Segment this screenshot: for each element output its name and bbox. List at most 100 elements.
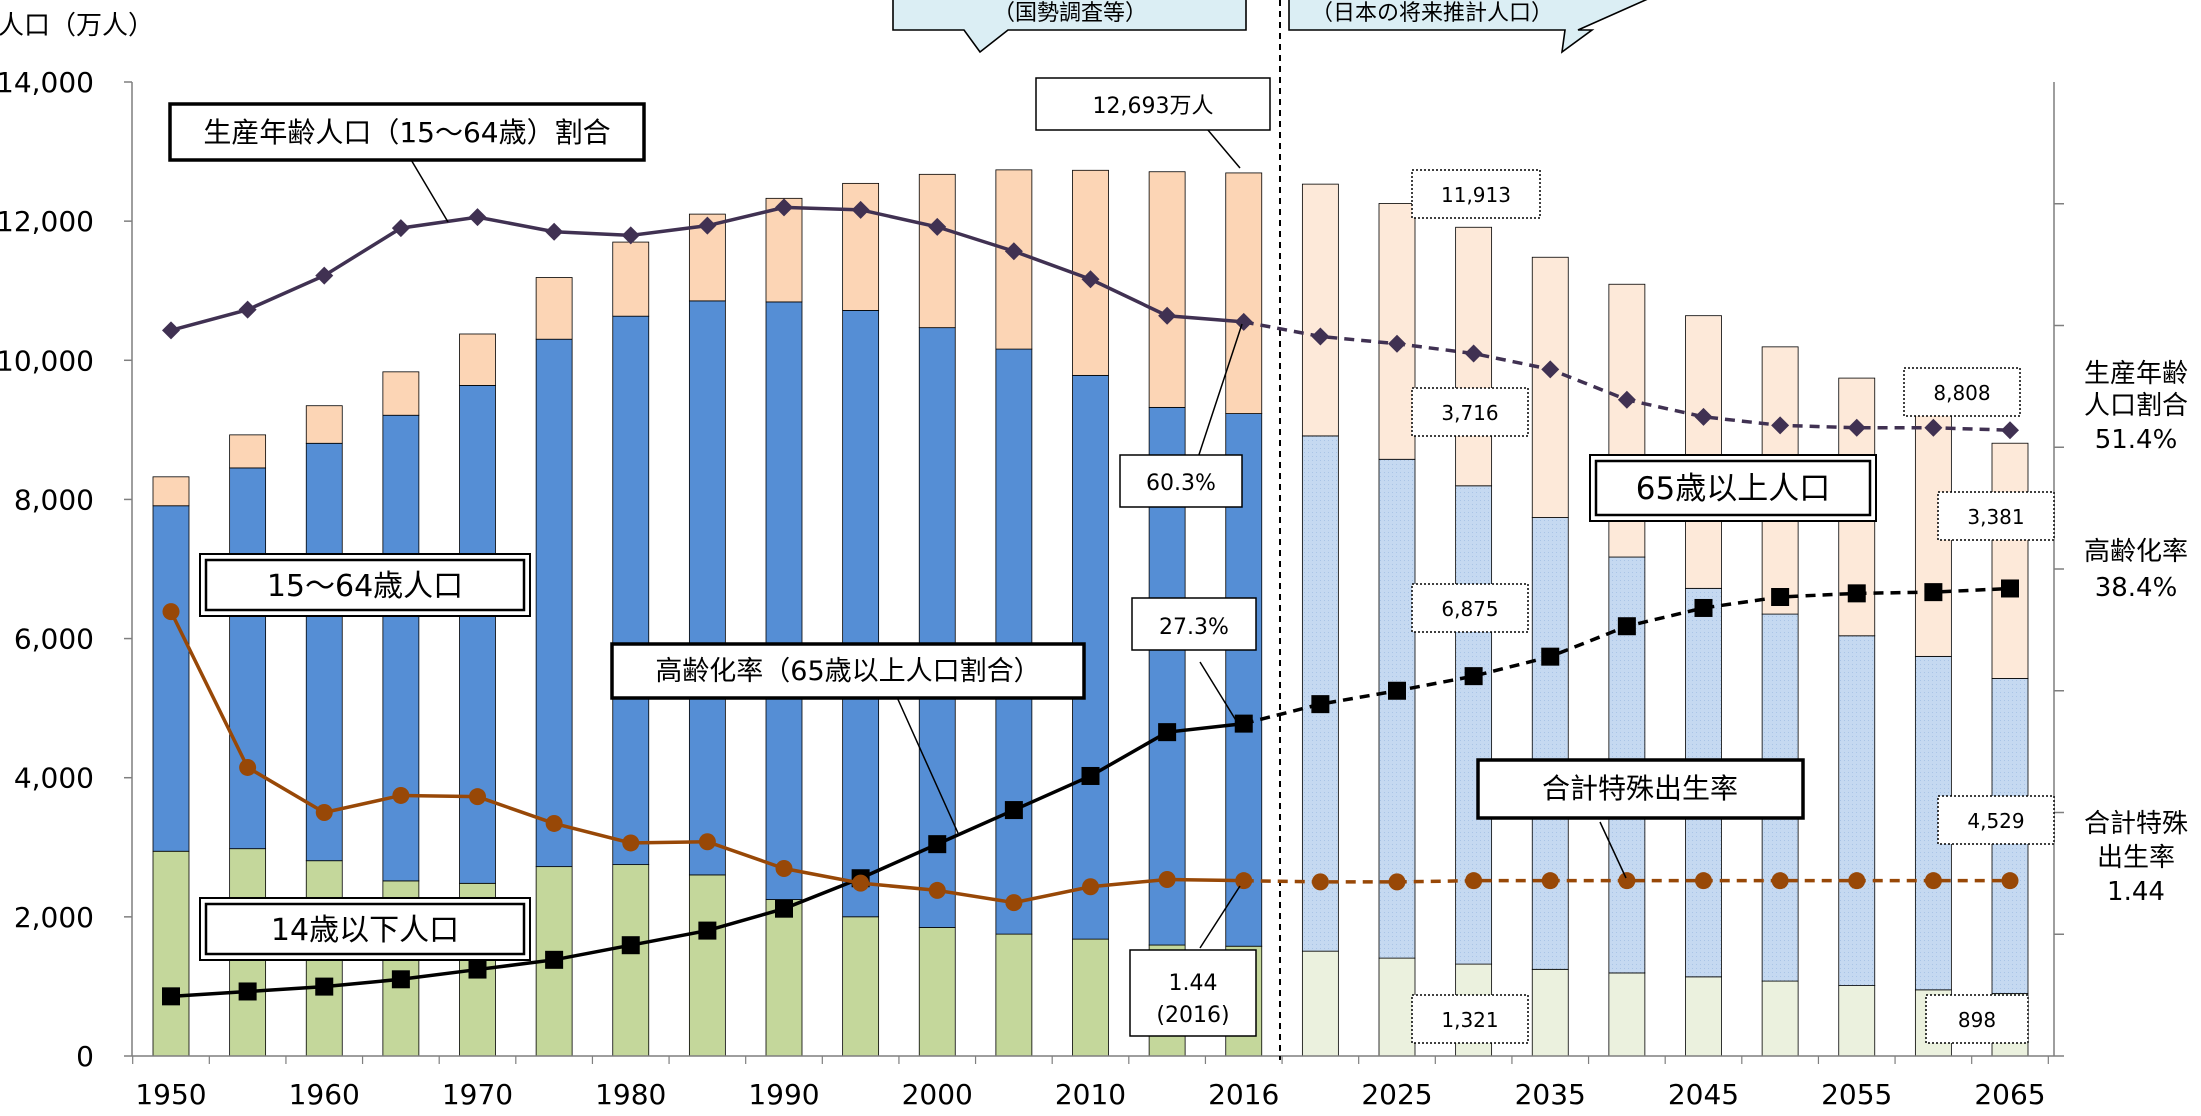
svg-text:1.44: 1.44 xyxy=(1169,971,1218,996)
bar-1995-series-1 xyxy=(842,310,880,918)
lines-layer xyxy=(162,198,2019,1006)
marker-0-7 xyxy=(698,216,717,235)
bar-1950-series-0 xyxy=(152,850,190,1057)
bar-2020-series-0 xyxy=(1301,950,1339,1057)
annot-child-2065: 898 xyxy=(1958,1008,1996,1032)
annot-2065-boxes xyxy=(1903,367,2055,1044)
label-tfr: 合計特殊出生率 xyxy=(1476,758,1805,820)
marker-2-23 xyxy=(1924,872,1942,890)
marker-2-15 xyxy=(1311,873,1329,891)
svg-text:14歳以下人口: 14歳以下人口 xyxy=(271,913,459,948)
bar-2020-series-2 xyxy=(1301,183,1339,437)
bar-2000-series-0 xyxy=(918,927,956,1057)
svg-text:15〜64歳人口: 15〜64歳人口 xyxy=(267,569,463,604)
marker-0-3 xyxy=(391,219,410,238)
y-axis-label: 人口（万人） xyxy=(0,11,154,41)
marker-0-5 xyxy=(545,222,564,241)
marker-2-18 xyxy=(1541,872,1559,890)
marker-1-19 xyxy=(1617,617,1636,636)
marker-1-22 xyxy=(1847,584,1866,603)
svg-text:65歳以上人口: 65歳以上人口 xyxy=(1636,471,1830,507)
svg-text:合計特殊出生率: 合計特殊出生率 xyxy=(1542,772,1738,805)
label-child-pop: 14歳以下人口 xyxy=(199,897,531,961)
marker-0-4 xyxy=(468,208,487,227)
bar-2035-series-2 xyxy=(1531,256,1569,518)
bar-2055-series-1 xyxy=(1838,635,1876,986)
x-tick-label: 2000 xyxy=(902,1078,973,1111)
y-tick-label: 8,000 xyxy=(14,483,94,516)
marker-2-11 xyxy=(1005,894,1023,912)
bar-2025-series-0 xyxy=(1378,957,1416,1057)
x-tick-label: 1990 xyxy=(748,1078,819,1111)
annot-working-2030: 6,875 xyxy=(1441,597,1498,621)
marker-0-9 xyxy=(851,200,870,219)
marker-2-2 xyxy=(315,804,333,821)
marker-1-0 xyxy=(162,987,180,1006)
right-label-working-ratio-val: 51.4% xyxy=(2095,425,2178,455)
bar-1970-series-2 xyxy=(459,333,496,386)
bar-1980-series-1 xyxy=(612,315,650,866)
marker-2-16 xyxy=(1388,873,1406,891)
axes-layer: 0 2,000 4,000 6,000 8,000 10,000 12,000 14,000 人… xyxy=(0,11,2064,1111)
bar-2000-series-1 xyxy=(918,327,956,928)
marker-2-13 xyxy=(1158,870,1176,888)
marker-1-10 xyxy=(928,835,947,854)
bar-2030-series-1 xyxy=(1455,485,1493,965)
bar-1980-series-2 xyxy=(612,241,650,317)
bar-1955-series-2 xyxy=(229,434,267,469)
x-tick-label: 2010 xyxy=(1055,1078,1126,1111)
bar-1975-series-2 xyxy=(535,277,573,340)
bar-1960-series-1 xyxy=(305,442,343,862)
marker-2-22 xyxy=(1848,872,1866,890)
marker-1-24 xyxy=(2001,579,2019,598)
bar-2045-series-0 xyxy=(1685,976,1722,1057)
marker-2-7 xyxy=(698,833,716,851)
marker-2-20 xyxy=(1695,872,1712,890)
header-box-census: （国勢調査等） xyxy=(892,0,1247,54)
bar-1990-series-1 xyxy=(765,301,803,900)
bar-2055-series-0 xyxy=(1838,985,1876,1057)
bar-1950-series-2 xyxy=(152,476,190,507)
annot-total-2065: 8,808 xyxy=(1933,381,1990,405)
x-tick-label: 1980 xyxy=(595,1078,666,1111)
annot-working-ratio-2016: 60.3% xyxy=(1119,454,1243,508)
marker-0-16 xyxy=(1388,334,1406,353)
bar-1965-series-2 xyxy=(382,371,420,416)
marker-2-6 xyxy=(622,834,640,852)
y-tick-label: 14,000 xyxy=(0,66,94,99)
marker-2-0 xyxy=(162,603,180,621)
bar-2040-series-0 xyxy=(1608,972,1646,1057)
bar-2005-series-0 xyxy=(995,933,1033,1057)
right-label-tfr-val: 1.44 xyxy=(2107,877,2165,907)
marker-0-12 xyxy=(1081,270,1100,289)
label-aged-pop: 65歳以上人口 xyxy=(1589,454,1877,522)
y-tick-label: 0 xyxy=(76,1040,94,1073)
annot-tfr-2016: 1.44 (2016) xyxy=(1129,949,1257,1037)
y-tick-label: 4,000 xyxy=(14,762,94,795)
annot-aged-2030: 3,716 xyxy=(1441,401,1498,425)
annot-aged-2065: 3,381 xyxy=(1967,505,2024,529)
marker-2-12 xyxy=(1082,878,1099,896)
marker-1-7 xyxy=(698,921,717,940)
marker-1-6 xyxy=(621,936,640,955)
x-tick-label: 2065 xyxy=(1974,1078,2045,1111)
marker-0-14 xyxy=(1234,312,1253,331)
right-label-aging-val: 38.4% xyxy=(2095,573,2178,603)
marker-2-4 xyxy=(469,788,486,806)
marker-2-5 xyxy=(545,814,563,832)
bar-2016-series-2 xyxy=(1225,172,1263,414)
marker-1-11 xyxy=(1004,801,1023,820)
right-label-tfr-2: 出生率 xyxy=(2097,843,2175,873)
marker-0-18 xyxy=(1541,360,1560,379)
marker-0-10 xyxy=(928,217,947,236)
marker-0-1 xyxy=(238,300,257,319)
marker-1-1 xyxy=(238,982,257,1001)
marker-0-21 xyxy=(1771,416,1790,435)
right-labels: 生産年齢 人口割合 51.4% 高齢化率 38.4% 合計特殊 出生率 1.44 xyxy=(2084,359,2188,907)
marker-0-15 xyxy=(1311,327,1330,346)
y-tick-label: 10,000 xyxy=(0,344,94,377)
marker-0-0 xyxy=(162,321,180,340)
bar-1950-series-1 xyxy=(152,505,190,852)
label-working-ratio: 生産年齢人口（15〜64歳）割合 xyxy=(168,102,646,162)
